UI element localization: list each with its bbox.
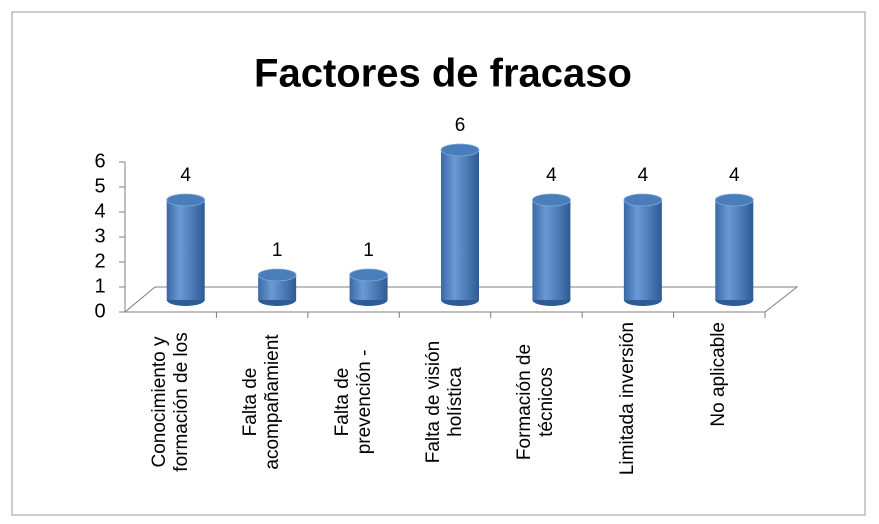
bar-top bbox=[532, 193, 571, 207]
x-tick-label-box: No aplicable bbox=[708, 322, 730, 522]
value-label: 1 bbox=[363, 240, 374, 261]
bar bbox=[623, 200, 662, 300]
x-tick-label-box: Conocimiento y formación de los bbox=[149, 322, 193, 522]
y-tick-label: 5 bbox=[94, 175, 105, 197]
y-tick-label: 1 bbox=[94, 275, 105, 297]
x-tick-label: Conocimiento y formación de los bbox=[148, 332, 192, 472]
y-tick-label: 2 bbox=[94, 250, 105, 272]
bar bbox=[166, 200, 205, 300]
y-tick-label: 6 bbox=[94, 150, 105, 172]
x-tick-label-box: Falta de prevención - bbox=[332, 322, 376, 522]
bar-top bbox=[166, 193, 206, 207]
x-tick-label: Falta de acompañamient bbox=[240, 334, 284, 470]
bar-top bbox=[349, 268, 388, 282]
x-tick-label: Formación de técnicos bbox=[514, 343, 558, 461]
floor bbox=[123, 286, 799, 313]
x-tick-label: Falta de prevención - bbox=[331, 349, 375, 455]
y-tick-label: 3 bbox=[94, 225, 105, 247]
x-tick-label-box: Falta de visión holística bbox=[423, 322, 467, 522]
y-tick-label: 4 bbox=[94, 200, 105, 222]
x-tick-label-box: Falta de acompañamient bbox=[240, 322, 284, 522]
x-tick-label: Limitada inversión bbox=[616, 322, 638, 476]
value-label: 4 bbox=[180, 165, 191, 186]
bar bbox=[532, 200, 571, 300]
bar-top bbox=[623, 193, 663, 207]
value-label: 4 bbox=[546, 165, 557, 186]
chart-title: Factores de fracaso bbox=[254, 52, 632, 96]
chart-border bbox=[11, 11, 866, 516]
x-tick-label: No aplicable bbox=[708, 322, 730, 427]
bar bbox=[715, 200, 754, 300]
x-tick-label-box: Formación de técnicos bbox=[514, 322, 558, 522]
y-tick-label: 0 bbox=[94, 300, 105, 322]
value-label: 4 bbox=[638, 165, 649, 186]
value-label: 6 bbox=[455, 115, 466, 136]
value-label: 4 bbox=[729, 165, 740, 186]
bar bbox=[441, 150, 479, 300]
bar-top bbox=[440, 143, 480, 157]
value-label: 1 bbox=[272, 240, 283, 261]
x-tick-label: Falta de visión holística bbox=[423, 340, 466, 464]
bar-top bbox=[257, 268, 297, 282]
bar-top bbox=[714, 193, 754, 207]
x-tick-label-box: Limitada inversión bbox=[617, 322, 639, 522]
